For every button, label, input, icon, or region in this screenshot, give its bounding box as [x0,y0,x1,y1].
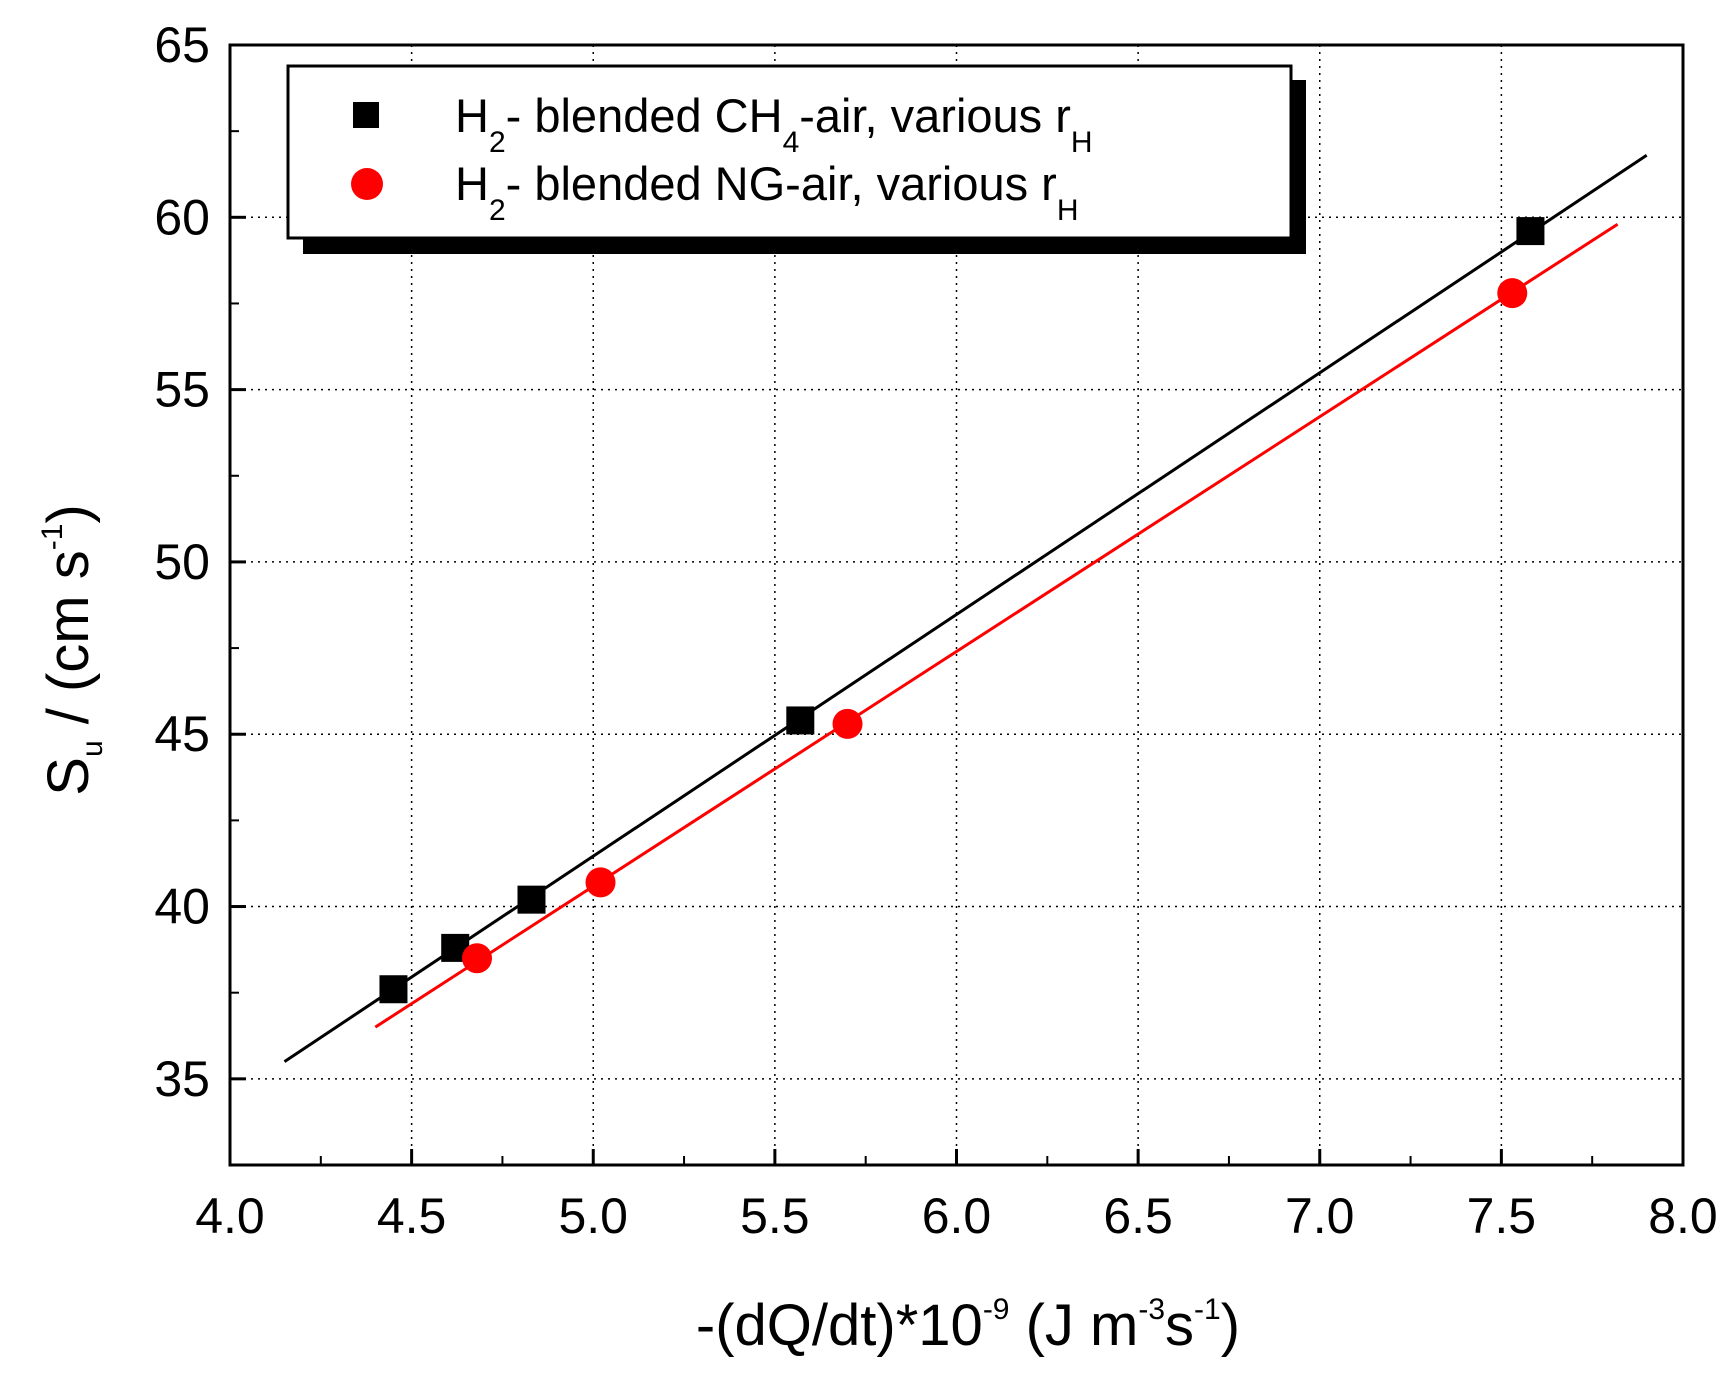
data-point-ng [1497,278,1528,309]
legend: H2- blended CH4-air, various rH H2- blen… [286,64,1306,254]
x-axis-title: -(dQ/dt)*10-9 (J m-3s-1) [696,1293,1240,1358]
data-point-ch4 [786,706,815,735]
x-tick-label: 8.0 [1648,1188,1718,1244]
fit-line-ch4 [283,154,1648,1063]
y-tick-label: 50 [154,534,210,590]
y-tick-labels: 35 40 45 50 55 60 65 [154,17,210,1107]
y-axis-title: Su / (cm s-1) [36,504,109,795]
data-point-ch4 [1516,217,1545,246]
x-tick-label: 7.5 [1467,1188,1537,1244]
axis-ticks [228,43,1685,1165]
y-tick-label: 40 [154,879,210,935]
y-tick-label: 60 [154,189,210,245]
data-points [379,217,1545,1004]
x-tick-label: 4.0 [195,1188,265,1244]
x-tick-label: 6.5 [1103,1188,1173,1244]
x-tick-label: 7.0 [1285,1188,1355,1244]
y-tick-label: 35 [154,1051,210,1107]
legend-marker-circle [351,168,383,200]
fit-lines [283,154,1648,1063]
y-tick-label: 65 [154,17,210,73]
y-tick-label: 55 [154,362,210,418]
data-point-ch4 [517,885,546,914]
x-tick-label: 4.5 [377,1188,447,1244]
legend-marker-square [353,102,379,128]
grid-lines [230,45,1683,1165]
legend-label-ch4: H2- blended CH4-air, various rH [455,89,1093,159]
x-tick-label: 5.0 [558,1188,628,1244]
data-point-ch4 [379,975,408,1004]
data-point-ng [832,708,863,739]
legend-label-ng: H2- blended NG-air, various rH [455,157,1078,227]
fit-line-ng [374,222,1619,1029]
y-tick-label: 45 [154,706,210,762]
data-point-ng [462,943,493,974]
x-tick-label: 5.5 [740,1188,810,1244]
data-point-ng [585,867,616,898]
x-tick-labels: 4.0 4.5 5.0 5.5 6.0 6.5 7.0 7.5 8.0 [195,1188,1718,1244]
legend-box [286,64,1293,240]
x-tick-label: 6.0 [922,1188,992,1244]
